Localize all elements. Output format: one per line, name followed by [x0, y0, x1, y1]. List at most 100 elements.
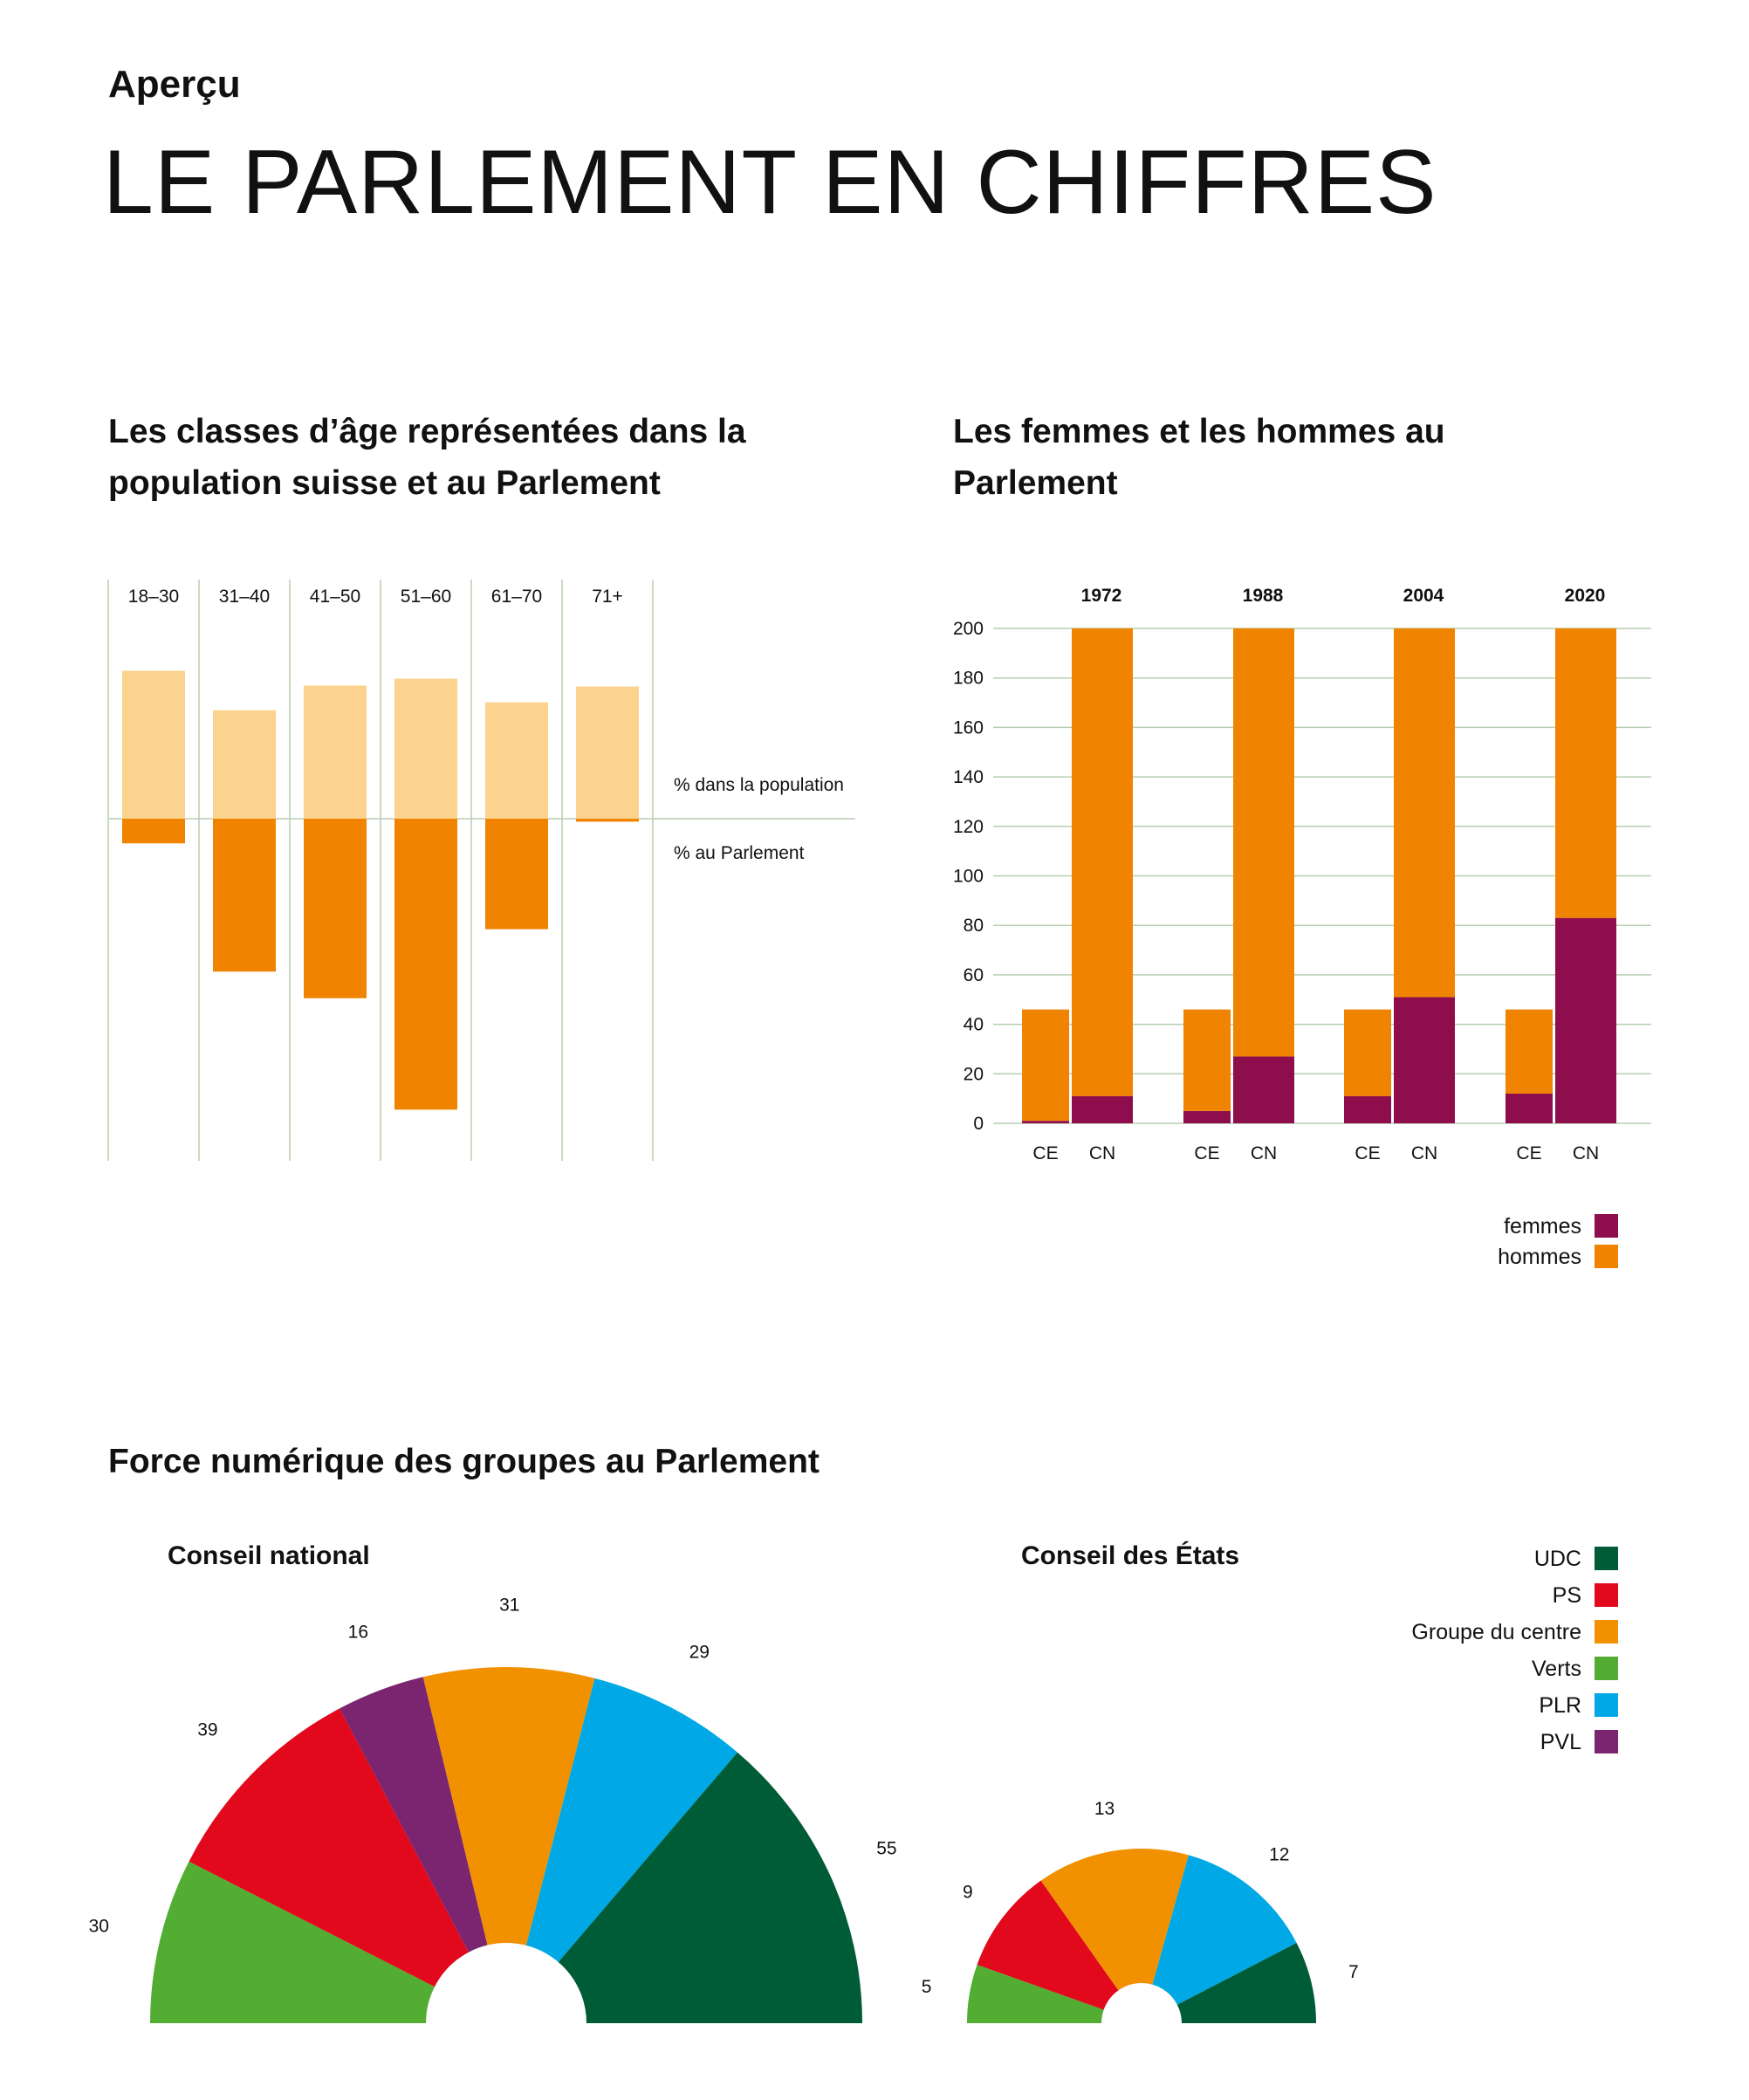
chamber-label: CN — [1251, 1143, 1277, 1163]
slice-value-label: 29 — [689, 1642, 710, 1662]
parliament-bar — [394, 819, 457, 1110]
page-title: LE PARLEMENT EN CHIFFRES — [103, 132, 1437, 233]
parliament-label: % au Parlement — [674, 843, 805, 863]
y-tick-label: 160 — [953, 717, 984, 738]
slice-ps — [189, 1708, 469, 1987]
femmes-bar — [1344, 1095, 1391, 1123]
y-tick-label: 140 — [953, 767, 984, 787]
slice-plr — [1152, 1855, 1297, 2005]
party-legend-label: Groupe du centre — [1411, 1620, 1581, 1644]
femmes-bar — [1183, 1110, 1231, 1123]
semicircle-title: Conseil national — [168, 1541, 370, 1570]
population-bar — [304, 685, 367, 819]
slice-value-label: 39 — [197, 1720, 217, 1740]
population-bar — [485, 702, 548, 819]
hommes-bar — [1344, 1009, 1391, 1096]
parliament-bar — [213, 819, 276, 972]
femmes-bar — [1022, 1121, 1069, 1123]
hommes-bar — [1394, 628, 1455, 998]
slice-value-label: 30 — [89, 1916, 109, 1936]
y-tick-label: 80 — [964, 916, 984, 936]
year-label: 1972 — [1081, 586, 1122, 606]
year-label: 2004 — [1403, 586, 1444, 606]
age-category-label: 41–50 — [310, 587, 360, 607]
year-label: 2020 — [1565, 586, 1606, 606]
slice-groupe-du-centre — [1040, 1849, 1189, 1991]
parliament-bar — [122, 819, 185, 844]
party-legend-swatch — [1595, 1583, 1618, 1607]
party-legend-label: UDC — [1534, 1547, 1581, 1571]
parliament-bar — [576, 819, 639, 822]
party-legend-swatch — [1595, 1657, 1618, 1680]
femmes-bar — [1555, 917, 1616, 1123]
parliament-bar — [304, 819, 367, 999]
legend-label-hommes: hommes — [1498, 1245, 1581, 1269]
age-category-label: 71+ — [592, 587, 623, 607]
legend-swatch-femmes — [1595, 1214, 1618, 1238]
age-category-label: 61–70 — [491, 587, 542, 607]
y-tick-label: 100 — [953, 867, 984, 887]
chamber-label: CE — [1194, 1143, 1219, 1163]
y-tick-label: 0 — [973, 1114, 984, 1134]
party-legend-label: PS — [1553, 1583, 1581, 1608]
slice-value-label: 55 — [876, 1838, 896, 1858]
legend-label-femmes: femmes — [1504, 1214, 1581, 1239]
femmes-bar — [1394, 997, 1455, 1123]
chamber-label: CE — [1516, 1143, 1541, 1163]
y-tick-label: 20 — [964, 1064, 984, 1084]
party-legend-swatch — [1595, 1547, 1618, 1570]
femmes-bar — [1072, 1095, 1133, 1123]
slice-value-label: 5 — [922, 1977, 932, 1997]
hommes-bar — [1506, 1009, 1553, 1094]
slice-value-label: 7 — [1348, 1962, 1359, 1982]
party-legend-swatch — [1595, 1620, 1618, 1644]
population-bar — [213, 710, 276, 819]
hommes-bar — [1555, 628, 1616, 918]
chamber-label: CE — [1355, 1143, 1380, 1163]
slice-verts — [967, 1965, 1104, 2023]
slice-value-label: 13 — [1094, 1799, 1115, 1819]
slice-value-label: 12 — [1269, 1844, 1289, 1864]
parliament-bar — [485, 819, 548, 930]
population-bar — [122, 670, 185, 819]
slice-udc — [1176, 1942, 1316, 2023]
y-tick-label: 120 — [953, 817, 984, 837]
population-label: % dans la population — [674, 775, 844, 795]
hommes-bar — [1183, 1009, 1231, 1111]
age-category-label: 18–30 — [128, 587, 179, 607]
y-tick-label: 200 — [953, 619, 984, 639]
slice-value-label: 9 — [963, 1882, 973, 1902]
hommes-bar — [1233, 628, 1294, 1057]
party-legend-label: PVL — [1540, 1730, 1581, 1754]
party-legend-swatch — [1595, 1730, 1618, 1753]
slice-value-label: 16 — [348, 1622, 368, 1642]
chamber-label: CE — [1032, 1143, 1058, 1163]
party-legend-label: Verts — [1532, 1657, 1581, 1681]
femmes-bar — [1233, 1056, 1294, 1123]
y-tick-label: 40 — [964, 1015, 984, 1035]
age-section-title: Les classes d’âge représentées dans la p… — [108, 413, 746, 502]
party-legend-swatch — [1595, 1693, 1618, 1717]
semicircle-title: Conseil des États — [1021, 1541, 1239, 1570]
kicker: Aperçu — [108, 63, 241, 106]
age-category-label: 31–40 — [219, 587, 270, 607]
year-label: 1988 — [1243, 586, 1284, 606]
population-bar — [576, 686, 639, 819]
hommes-bar — [1072, 628, 1133, 1096]
slice-plr — [525, 1678, 737, 1963]
y-tick-label: 180 — [953, 669, 984, 689]
slice-udc — [558, 1752, 862, 2023]
gender-section-title: Les femmes et les hommes au Parlement — [953, 413, 1445, 502]
legend-swatch-hommes — [1595, 1245, 1618, 1268]
slice-ps — [977, 1880, 1119, 2010]
slice-groupe-du-centre — [422, 1667, 595, 1946]
party-legend-label: PLR — [1539, 1693, 1581, 1718]
slice-value-label: 31 — [499, 1595, 519, 1615]
slice-verts — [150, 1861, 436, 2023]
chamber-label: CN — [1411, 1143, 1437, 1163]
y-tick-label: 60 — [964, 965, 984, 985]
slice-pvl — [340, 1677, 488, 1952]
